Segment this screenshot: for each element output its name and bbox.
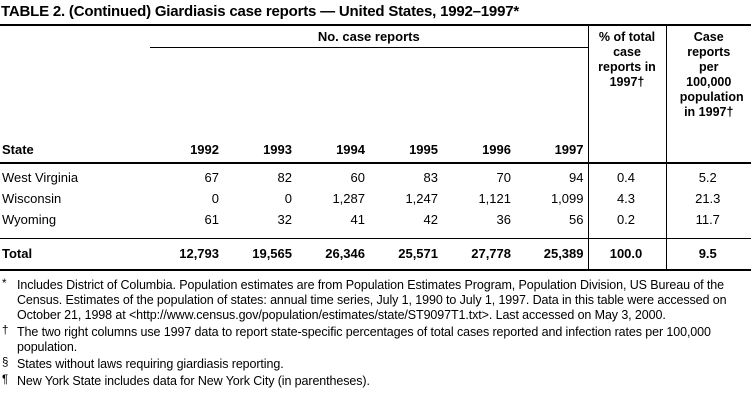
total-value-cell: 19,565 — [223, 238, 296, 270]
state-cell: Wyoming — [2, 212, 57, 227]
rate-cell: 11.7 — [665, 209, 751, 239]
value-cell: 1,247 — [405, 191, 438, 206]
footnote-marker: ¶ — [2, 374, 9, 386]
header-row-years: State 1992 1993 1994 1995 1996 1997 — [0, 141, 751, 164]
table-row-west-virginia: West Virginia 67 82 60 83 70 94 0.4 5.2 — [0, 163, 751, 188]
col-header-rate-per-100k: Case reports per 100,000 population in 1… — [665, 25, 751, 164]
total-pct-cell: 100.0 — [587, 238, 666, 270]
total-value-cell: 25,389 — [515, 238, 588, 270]
value-cell: 1,287 — [332, 191, 365, 206]
value-cell: 94 — [569, 170, 584, 185]
total-rate-cell: 9.5 — [665, 238, 751, 270]
header-row-group: No. case reports % of total case reports… — [0, 25, 751, 164]
footnotes-section: * Includes District of Columbia. Populat… — [0, 271, 751, 389]
col-header-year-1996: 1996 — [442, 141, 515, 164]
value-cell: 36 — [496, 212, 511, 227]
col-header-year-1997: 1997 — [515, 141, 588, 164]
group-header-no-case-reports: No. case reports — [150, 29, 588, 48]
rate-cell: 5.2 — [665, 163, 751, 188]
value-cell: 1,121 — [478, 191, 511, 206]
value-cell: 0 — [211, 191, 219, 206]
value-cell: 56 — [569, 212, 584, 227]
value-cell: 67 — [204, 170, 219, 185]
footnote-text: New York State includes data for New Yor… — [17, 374, 370, 388]
group-header-cell: No. case reports — [150, 25, 588, 141]
table-row-wyoming: Wyoming 61 32 41 42 36 56 0.2 11.7 — [0, 209, 751, 239]
value-cell: 0 — [284, 191, 292, 206]
footnote-text: States without laws requiring giardiasis… — [17, 357, 284, 371]
table-header: No. case reports % of total case reports… — [0, 25, 751, 164]
header-corner-cell — [0, 25, 150, 141]
col-header-year-1995: 1995 — [369, 141, 442, 164]
state-cell: West Virginia — [2, 170, 79, 185]
col-header-pct-total: % of total case reports in 1997† — [587, 25, 666, 164]
table-body: West Virginia 67 82 60 83 70 94 0.4 5.2 … — [0, 163, 751, 270]
table-title: TABLE 2. (Continued) Giardiasis case rep… — [1, 3, 519, 20]
footnote-no-reporting-laws: § States without laws requiring giardias… — [1, 357, 749, 372]
total-value-cell: 25,571 — [369, 238, 442, 270]
footnote-marker: † — [2, 325, 9, 337]
pct-cell: 4.3 — [587, 188, 666, 209]
col-header-state: State — [0, 141, 150, 164]
total-label-cell: Total — [0, 238, 150, 270]
value-cell: 41 — [350, 212, 365, 227]
value-cell: 32 — [277, 212, 292, 227]
total-value-cell: 27,778 — [442, 238, 515, 270]
value-cell: 82 — [277, 170, 292, 185]
total-row: Total 12,793 19,565 26,346 25,571 27,778… — [0, 238, 751, 270]
giardiasis-case-table: No. case reports % of total case reports… — [0, 24, 751, 271]
footnote-marker: * — [2, 278, 7, 290]
value-cell: 42 — [423, 212, 438, 227]
footnote-population-source: * Includes District of Columbia. Populat… — [1, 278, 749, 323]
footnote-text: The two right columns use 1997 data to r… — [17, 325, 711, 354]
total-value-cell: 26,346 — [296, 238, 369, 270]
table-row-wisconsin: Wisconsin 0 0 1,287 1,247 1,121 1,099 4.… — [0, 188, 751, 209]
value-cell: 61 — [204, 212, 219, 227]
footnote-text: Includes District of Columbia. Populatio… — [17, 278, 727, 322]
footnote-1997-columns: † The two right columns use 1997 data to… — [1, 325, 749, 355]
rate-cell: 21.3 — [665, 188, 751, 209]
col-header-year-1992: 1992 — [150, 141, 223, 164]
col-header-year-1993: 1993 — [223, 141, 296, 164]
value-cell: 83 — [423, 170, 438, 185]
value-cell: 60 — [350, 170, 365, 185]
value-cell: 70 — [496, 170, 511, 185]
col-header-year-1994: 1994 — [296, 141, 369, 164]
total-value-cell: 12,793 — [150, 238, 223, 270]
state-cell: Wisconsin — [2, 191, 62, 206]
footnote-new-york: ¶ New York State includes data for New Y… — [1, 374, 749, 389]
value-cell: 1,099 — [550, 191, 584, 206]
pct-cell: 0.2 — [587, 209, 666, 239]
footnote-marker: § — [2, 357, 9, 369]
pct-cell: 0.4 — [587, 163, 666, 188]
